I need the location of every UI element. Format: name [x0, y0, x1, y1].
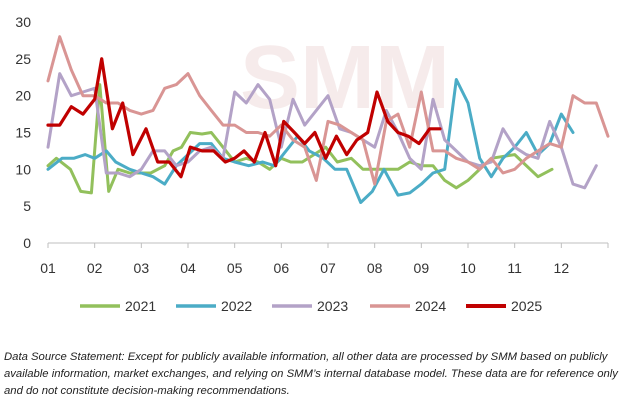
x-tick-label: 12	[554, 260, 570, 276]
legend-label-2022: 2022	[221, 298, 252, 314]
legend: 2021 2022 2023 2024 2025	[80, 298, 542, 314]
y-tick-label: 30	[15, 14, 31, 30]
series-line-2022	[46, 78, 575, 204]
watermark-text: SMM	[240, 28, 450, 128]
series-line-2025	[46, 57, 442, 179]
x-tick-label: 04	[180, 260, 196, 276]
x-tick-label: 08	[367, 260, 383, 276]
legend-label-2025: 2025	[511, 298, 542, 314]
y-tick-label: 20	[15, 88, 31, 104]
series-lines	[46, 35, 610, 204]
x-tick-label: 05	[227, 260, 243, 276]
x-tick-label: 06	[274, 260, 290, 276]
x-tick-label: 03	[134, 260, 150, 276]
legend-label-2021: 2021	[125, 298, 156, 314]
series-line-2024	[46, 35, 610, 186]
x-tick-label: 10	[460, 260, 476, 276]
y-tick-label: 15	[15, 125, 31, 141]
y-tick-label: 5	[23, 198, 31, 214]
y-tick-label: 0	[23, 235, 31, 251]
x-tick-label: 09	[414, 260, 430, 276]
legend-label-2024: 2024	[415, 298, 446, 314]
series-line-2023	[46, 72, 598, 190]
y-tick-label: 10	[15, 161, 31, 177]
y-tick-label: 25	[15, 51, 31, 67]
watermark-logo: SMM	[240, 28, 450, 128]
x-tick-label: 11	[507, 260, 522, 276]
legend-label-2023: 2023	[317, 298, 348, 314]
data-source-statement: Data Source Statement: Except for public…	[4, 351, 618, 397]
x-tick-label: 01	[40, 260, 56, 276]
x-tick-label: 02	[87, 260, 103, 276]
x-tick-label: 07	[320, 260, 336, 276]
